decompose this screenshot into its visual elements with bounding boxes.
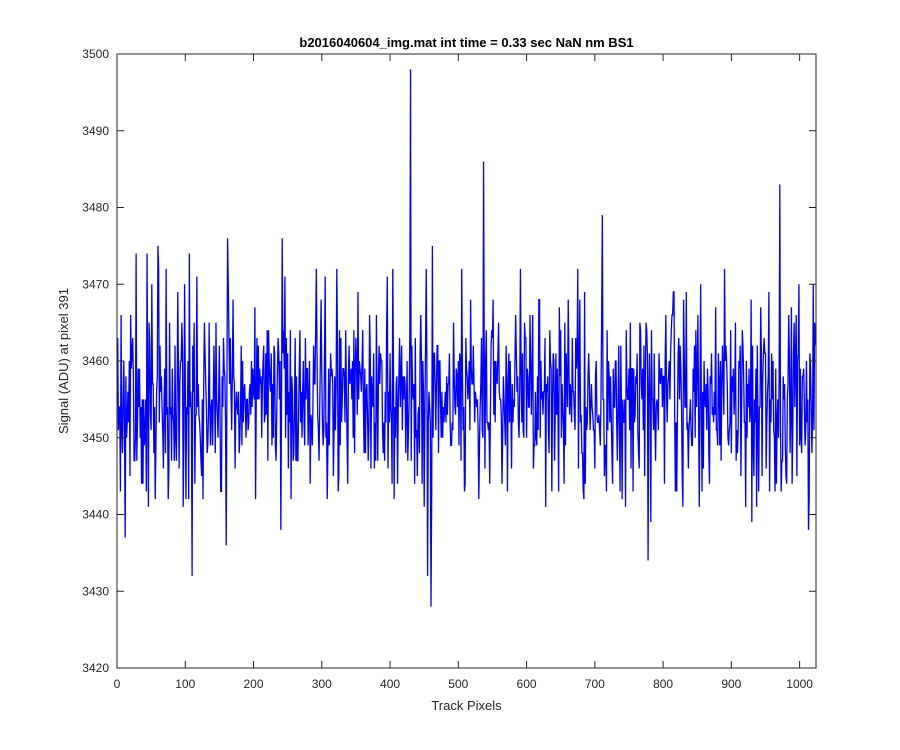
series-layer [117,69,817,607]
x-tick-label: 300 [312,677,332,691]
y-tick-label: 3470 [82,277,109,291]
x-tick-label: 900 [721,677,741,691]
x-tick-label: 200 [244,677,264,691]
x-tick-label: 1000 [786,677,813,691]
signal-trace [117,69,817,607]
x-tick-label: 800 [653,677,673,691]
x-tick-label: 500 [448,677,468,691]
x-tick-label: 100 [175,677,195,691]
x-tick-label: 600 [517,677,537,691]
x-tick-label: 0 [114,677,121,691]
y-tick-label: 3500 [82,47,109,61]
plot-area-box [116,53,817,669]
x-axis-label: Track Pixels [431,698,502,713]
x-tick-label: 700 [585,677,605,691]
y-tick-label: 3420 [82,661,109,675]
y-tick-label: 3440 [82,508,109,522]
x-tick-label: 400 [380,677,400,691]
y-axis-label: Signal (ADU) at pixel 391 [56,288,71,434]
y-tick-label: 3450 [82,431,109,445]
y-tick-label: 3480 [82,201,109,215]
y-tick-label: 3490 [82,124,109,138]
x-tick-labels: 0 100 200 300 400 500 600 700 800 900 1000 [114,677,814,691]
y-tick-labels: 3420 3430 3440 3450 3460 3470 3480 3490 3500 [82,47,109,675]
y-tick-label: 3460 [82,354,109,368]
y-tick-label: 3430 [82,584,109,598]
chart-title: b2016040604_img.mat int time = 0.33 sec … [299,35,633,50]
